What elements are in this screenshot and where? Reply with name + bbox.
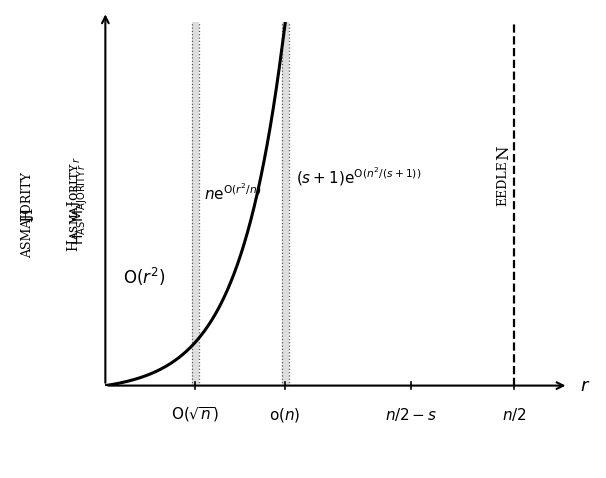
Text: $\mathrm{o}(n)$: $\mathrm{o}(n)$	[270, 405, 301, 424]
Text: EEDLE: EEDLE	[497, 161, 510, 206]
Text: $\mathrm{O}(r^2)$: $\mathrm{O}(r^2)$	[124, 266, 165, 288]
Text: $(s+1)\mathrm{e}^{\mathrm{O}(n^2/(s+1))}$: $(s+1)\mathrm{e}^{\mathrm{O}(n^2/(s+1))}…	[296, 165, 422, 188]
Bar	[191, 22, 199, 386]
Text: $n/2$: $n/2$	[502, 405, 527, 423]
Text: N: N	[494, 146, 511, 161]
Text: ASMAJORITY: ASMAJORITY	[21, 172, 34, 258]
Text: $n\mathrm{e}^{\mathrm{O}(r^2/n)}$: $n\mathrm{e}^{\mathrm{O}(r^2/n)}$	[204, 183, 262, 203]
Text: $\mathregular{H}_{\mathregular{AS}}\mathregular{M}_{\mathregular{AJORITY}}{}_{r}: $\mathregular{H}_{\mathregular{AS}}\math…	[72, 163, 90, 245]
Bar	[282, 22, 288, 386]
Text: H: H	[19, 208, 36, 222]
Text: HᴀsᴍᴀɈᴏʀɪᴛʏ$_r$: HᴀsᴍᴀɈᴏʀɪᴛʏ$_r$	[65, 156, 83, 252]
Text: $n/2-s$: $n/2-s$	[385, 405, 437, 423]
Text: $\mathrm{O}(\sqrt{n})$: $\mathrm{O}(\sqrt{n})$	[171, 405, 219, 424]
Text: $r$: $r$	[579, 377, 590, 395]
